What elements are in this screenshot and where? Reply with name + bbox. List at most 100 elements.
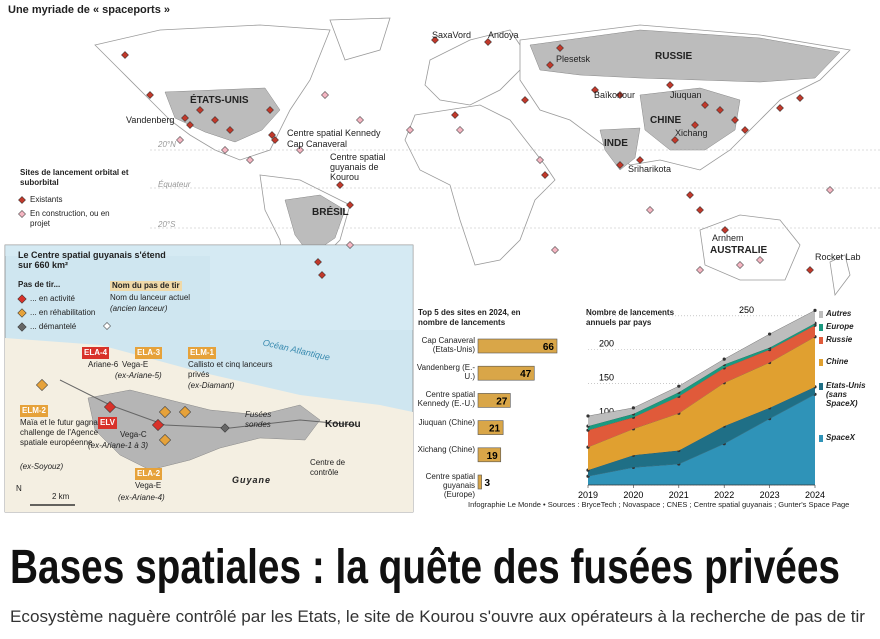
map-label: Arnhem — [712, 233, 744, 243]
site-existing — [686, 191, 694, 199]
bar — [477, 365, 535, 381]
site-existing — [741, 126, 749, 134]
map-legend-item: Existants — [30, 195, 63, 204]
site-existing — [196, 106, 204, 114]
band-point — [631, 406, 636, 410]
site-existing — [546, 61, 554, 69]
site-existing — [666, 81, 674, 89]
bar-label: Jiuquan (Chine) — [418, 417, 475, 427]
site-existing — [616, 91, 624, 99]
band-point — [586, 414, 590, 418]
pad-marker — [178, 405, 192, 419]
pad-code: ELA-2 — [135, 468, 163, 480]
inset-label: Kourou — [325, 419, 361, 430]
pad-former: (ex-Diamant) — [188, 381, 235, 390]
band-edge — [587, 310, 816, 417]
y-tick-label: 250 — [739, 305, 754, 315]
pad-code: ELA-4 — [82, 347, 110, 359]
pad-launcher: Vega-E — [122, 360, 149, 369]
legend-swatch — [819, 324, 823, 331]
pad-marker — [151, 418, 165, 432]
pad-launcher: Maïa et le futur gagnant du challenge de… — [20, 418, 116, 447]
bar-label: Centre spatial Kennedy (E.-U.) — [417, 390, 475, 409]
bar-label: Centre spatial guyanais (Europe) — [425, 472, 475, 499]
series-label: Europe — [826, 322, 854, 331]
site-existing — [336, 181, 344, 189]
site-existing — [696, 206, 704, 214]
site-existing — [314, 258, 322, 266]
site-existing — [186, 121, 194, 129]
site-existing — [226, 126, 234, 134]
inset-label: Centre de contrôle — [310, 458, 346, 477]
site-existing — [268, 131, 276, 139]
y-tick-label: 200 — [599, 339, 614, 349]
headline: Bases spatiales : la quête des fusées pr… — [10, 541, 840, 594]
area-band — [588, 386, 815, 477]
pad-former: (ex-Ariane-5) — [115, 371, 162, 380]
map-label: CHINE — [650, 115, 682, 126]
bar — [477, 447, 502, 463]
inset-legend-item: ... démantelé — [30, 322, 77, 331]
series-label: Russie — [826, 335, 853, 344]
map-label: Centre spatial Kennedy — [287, 128, 381, 138]
site-existing — [806, 266, 814, 274]
pad-marker — [103, 400, 117, 414]
chart-title: Nombre de lancements annuels par pays — [586, 308, 675, 327]
site-planned — [696, 266, 704, 274]
parallel-label: 20°S — [158, 220, 176, 229]
inset-key: Nom du pas de tir — [110, 281, 182, 291]
map-label: Vandenberg — [126, 115, 175, 125]
site-existing — [716, 106, 724, 114]
map-label: Cap Canaveral — [287, 139, 348, 149]
site-existing — [521, 96, 529, 104]
subtitle: Ecosystème naguère contrôlé par les Etat… — [10, 607, 865, 626]
band-point — [722, 357, 726, 361]
pad-former: (ex-Ariane-4) — [118, 493, 165, 502]
y-tick-label: 150 — [599, 372, 614, 382]
site-existing — [636, 156, 644, 164]
site-planned — [756, 256, 764, 264]
map-legend-title: Sites de lancement orbital et suborbital — [20, 168, 129, 187]
series-label: Etats-Unis (sans SpaceX) — [826, 381, 866, 408]
legend-swatch — [819, 383, 823, 390]
series-label: Chine — [826, 357, 849, 366]
pad-marker — [158, 433, 172, 447]
site-existing — [796, 94, 804, 102]
site-planned — [296, 146, 304, 154]
site-planned — [551, 246, 559, 254]
bar — [477, 393, 511, 408]
key-marker — [103, 322, 111, 330]
site-existing — [701, 101, 709, 109]
pad-legend-marker — [17, 322, 27, 332]
bar — [477, 338, 558, 354]
site-existing — [266, 106, 274, 114]
inset-key: (ancien lanceur) — [110, 304, 168, 313]
legend-swatch — [819, 359, 823, 366]
map-label: Sriharikota — [628, 164, 672, 174]
bar-value: 21 — [489, 424, 501, 435]
site-planned — [246, 156, 254, 164]
inset-legend-title: Pas de tir... — [18, 280, 61, 289]
pad-code: ELV — [98, 417, 117, 429]
site-existing — [121, 51, 129, 59]
site-existing — [451, 111, 459, 119]
map-label: Xichang — [675, 128, 708, 138]
site-existing — [211, 116, 219, 124]
site-existing — [671, 136, 679, 144]
site-existing — [271, 136, 279, 144]
series-label: Autres — [826, 309, 852, 318]
bar — [477, 474, 482, 490]
x-tick-label: 2020 — [623, 490, 643, 500]
inset-key: Nom du lanceur actuel — [110, 293, 191, 302]
parallels — [150, 149, 880, 229]
map-label: SaxaVord — [432, 30, 472, 40]
inset-label: Guyane — [232, 475, 272, 485]
site-existing — [691, 121, 699, 129]
inset-legend-item: ... en réhabilitation — [30, 308, 96, 317]
pad-legend-marker — [17, 308, 27, 318]
inset-title: Le Centre spatial guyanais s'étend sur 6… — [18, 250, 166, 270]
pad-marker — [158, 405, 172, 419]
map-label: Andoya — [488, 30, 519, 40]
legend-swatch — [819, 337, 823, 344]
legend-swatch — [819, 435, 823, 442]
